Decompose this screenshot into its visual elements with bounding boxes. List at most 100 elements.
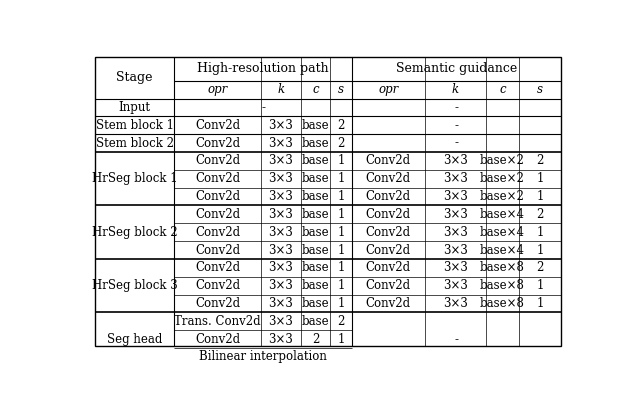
- Text: -: -: [454, 333, 458, 346]
- Text: opr: opr: [378, 83, 398, 96]
- Text: k: k: [277, 83, 284, 96]
- Text: 1: 1: [337, 279, 345, 292]
- Text: 3×3: 3×3: [443, 226, 468, 239]
- Text: base×2: base×2: [480, 190, 525, 203]
- Text: c: c: [312, 83, 319, 96]
- Text: 1: 1: [337, 297, 345, 310]
- Text: base: base: [302, 226, 330, 239]
- Text: base: base: [302, 119, 330, 132]
- Text: base×4: base×4: [480, 208, 525, 221]
- Text: Conv2d: Conv2d: [195, 172, 240, 185]
- Text: 2: 2: [536, 154, 544, 168]
- Text: Conv2d: Conv2d: [195, 226, 240, 239]
- Text: 1: 1: [337, 172, 345, 185]
- Text: base: base: [302, 243, 330, 257]
- Text: 1: 1: [337, 190, 345, 203]
- Text: 3×3: 3×3: [268, 226, 293, 239]
- Text: 3×3: 3×3: [443, 279, 468, 292]
- Text: base×2: base×2: [480, 154, 525, 168]
- Text: Conv2d: Conv2d: [195, 243, 240, 257]
- Text: -: -: [454, 101, 458, 114]
- Text: s: s: [338, 83, 344, 96]
- Text: HrSeg block 3: HrSeg block 3: [92, 279, 177, 292]
- Text: base: base: [302, 136, 330, 150]
- Text: HrSeg block 2: HrSeg block 2: [92, 226, 177, 239]
- Text: Conv2d: Conv2d: [195, 261, 240, 275]
- Text: -: -: [454, 119, 458, 132]
- Text: High-resolution path: High-resolution path: [197, 62, 329, 75]
- Text: 1: 1: [337, 243, 345, 257]
- Text: 3×3: 3×3: [443, 190, 468, 203]
- Text: 3×3: 3×3: [268, 119, 293, 132]
- Text: 2: 2: [536, 208, 544, 221]
- Text: base×8: base×8: [480, 261, 525, 275]
- Text: 2: 2: [337, 119, 345, 132]
- Text: 2: 2: [337, 315, 345, 328]
- Text: base: base: [302, 261, 330, 275]
- Text: 3×3: 3×3: [443, 243, 468, 257]
- Text: 3×3: 3×3: [268, 154, 293, 168]
- Text: Conv2d: Conv2d: [365, 226, 411, 239]
- Text: 3×3: 3×3: [268, 279, 293, 292]
- Text: Conv2d: Conv2d: [365, 297, 411, 310]
- Text: -: -: [454, 136, 458, 150]
- Text: 1: 1: [337, 208, 345, 221]
- Text: 3×3: 3×3: [268, 208, 293, 221]
- Text: base×4: base×4: [480, 243, 525, 257]
- Text: 3×3: 3×3: [268, 136, 293, 150]
- Text: Conv2d: Conv2d: [195, 136, 240, 150]
- Text: base×2: base×2: [480, 172, 525, 185]
- Text: Conv2d: Conv2d: [195, 297, 240, 310]
- Text: base×4: base×4: [480, 226, 525, 239]
- Text: 2: 2: [536, 261, 544, 275]
- Text: 2: 2: [312, 333, 319, 346]
- Text: 3×3: 3×3: [268, 297, 293, 310]
- Text: Conv2d: Conv2d: [365, 190, 411, 203]
- Text: Conv2d: Conv2d: [195, 154, 240, 168]
- Text: 1: 1: [536, 172, 544, 185]
- Text: 1: 1: [536, 243, 544, 257]
- Text: Conv2d: Conv2d: [365, 243, 411, 257]
- Text: 3×3: 3×3: [443, 154, 468, 168]
- Text: 1: 1: [536, 226, 544, 239]
- Text: Input: Input: [118, 101, 150, 114]
- Text: k: k: [452, 83, 459, 96]
- Text: Stem block 2: Stem block 2: [95, 136, 173, 150]
- Text: Conv2d: Conv2d: [365, 279, 411, 292]
- Text: Seg head: Seg head: [107, 333, 163, 346]
- Text: 1: 1: [337, 261, 345, 275]
- Text: 1: 1: [337, 154, 345, 168]
- Text: base: base: [302, 315, 330, 328]
- Text: Conv2d: Conv2d: [195, 119, 240, 132]
- Text: s: s: [537, 83, 543, 96]
- Text: Conv2d: Conv2d: [365, 172, 411, 185]
- Text: 3×3: 3×3: [443, 172, 468, 185]
- Text: Bilinear interpolation: Bilinear interpolation: [199, 350, 327, 363]
- Text: 3×3: 3×3: [443, 208, 468, 221]
- Text: Conv2d: Conv2d: [365, 154, 411, 168]
- Text: base: base: [302, 172, 330, 185]
- Text: base: base: [302, 279, 330, 292]
- Text: Conv2d: Conv2d: [365, 208, 411, 221]
- Text: opr: opr: [207, 83, 228, 96]
- Text: Semantic guidance: Semantic guidance: [396, 62, 517, 75]
- Text: base: base: [302, 297, 330, 310]
- Text: Conv2d: Conv2d: [195, 279, 240, 292]
- Text: 1: 1: [337, 226, 345, 239]
- Text: c: c: [499, 83, 506, 96]
- Text: base: base: [302, 154, 330, 168]
- Text: 3×3: 3×3: [268, 261, 293, 275]
- Text: Stem block 1: Stem block 1: [95, 119, 173, 132]
- Text: 1: 1: [536, 297, 544, 310]
- Text: Conv2d: Conv2d: [195, 333, 240, 346]
- Text: base: base: [302, 208, 330, 221]
- Text: base×8: base×8: [480, 297, 525, 310]
- Text: 3×3: 3×3: [268, 172, 293, 185]
- Text: 3×3: 3×3: [268, 243, 293, 257]
- Text: 1: 1: [536, 279, 544, 292]
- Text: base×8: base×8: [480, 279, 525, 292]
- Text: Trans. Conv2d: Trans. Conv2d: [174, 315, 261, 328]
- Text: 1: 1: [337, 333, 345, 346]
- Text: -: -: [261, 101, 265, 114]
- Text: 3×3: 3×3: [443, 261, 468, 275]
